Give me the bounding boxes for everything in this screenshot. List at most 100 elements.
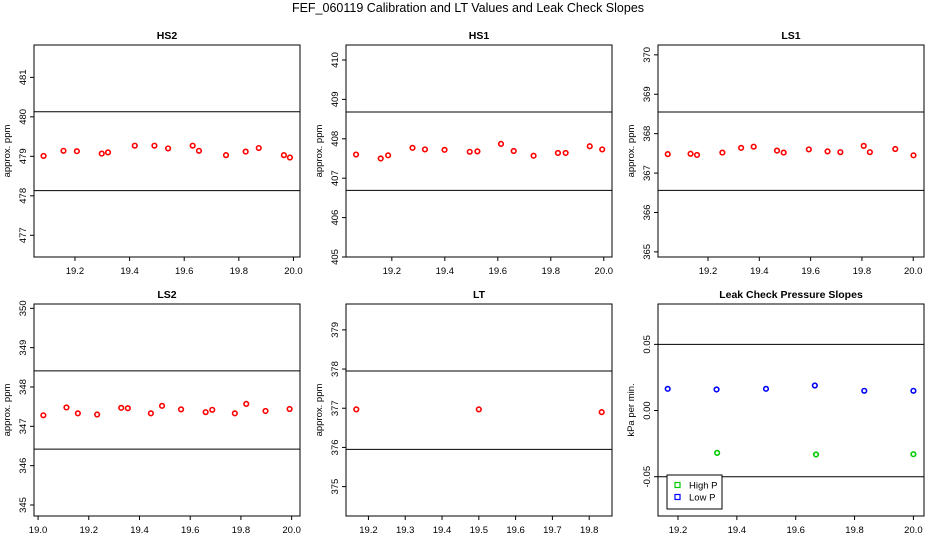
- x-tick-label: 19.2: [699, 266, 718, 277]
- data-point: [40, 152, 47, 160]
- panel-hs2: HS2 approx. ppm 19.2 19.4 19.6 19.8 20.0 477 478…: [2, 30, 303, 277]
- x-tick-label: 19.4: [728, 525, 747, 536]
- data-point: [554, 149, 562, 157]
- x-tick-label: 19.8: [232, 525, 251, 536]
- y-tick-label: 410: [330, 52, 341, 68]
- x-tick-label: 20.0: [282, 525, 301, 536]
- plot-frame: [345, 44, 613, 258]
- data-point: [231, 410, 238, 417]
- data-point: [255, 144, 262, 152]
- y-axis-label: approx. ppm: [2, 125, 13, 178]
- x-tick-label: 20.0: [904, 266, 923, 277]
- x-tick-label: 19.8: [853, 266, 872, 277]
- legend-label: High P: [689, 481, 718, 492]
- y-tick-label: 377: [330, 400, 341, 416]
- data-point: [164, 145, 172, 152]
- y-tick-label: 481: [18, 69, 29, 85]
- y-tick-label: 479: [18, 148, 29, 164]
- y-tick-label: 367: [642, 165, 653, 181]
- y-tick-label: 365: [642, 244, 653, 260]
- y-tick-label: 349: [18, 340, 29, 356]
- panel-hs1: HS1 approx. ppm 19.2 19.4 19.6 19.8 20.0 405 406…: [314, 30, 613, 277]
- y-tick-label: 369: [642, 86, 653, 102]
- y-tick-label: 0.00: [642, 401, 653, 420]
- data-point: [664, 385, 671, 392]
- data-point: [812, 451, 820, 458]
- data-point: [530, 152, 537, 159]
- y-axis-label: approx. ppm: [314, 384, 325, 437]
- data-point: [177, 406, 185, 413]
- plot-frame: [33, 44, 301, 258]
- y-axis-label: approx. ppm: [626, 125, 637, 178]
- x-tick-label: 20.0: [284, 266, 303, 277]
- x-tick-label: 19.5: [470, 525, 489, 536]
- y-axis-label: approx. ppm: [2, 384, 13, 437]
- data-point: [158, 402, 166, 409]
- data-point: [195, 147, 203, 154]
- y-tick-label: 378: [330, 361, 341, 377]
- data-point: [286, 154, 293, 161]
- data-point: [824, 148, 831, 155]
- data-point: [837, 149, 844, 156]
- data-point: [861, 387, 868, 394]
- data-point: [151, 142, 158, 149]
- x-tick-label: 19.8: [230, 266, 249, 277]
- x-tick-label: 19.2: [80, 525, 99, 536]
- y-tick-label: 375: [330, 479, 341, 495]
- y-tick-label: 405: [330, 249, 341, 265]
- x-tick-label: 19.4: [436, 266, 455, 277]
- y-tick-label: 480: [18, 109, 29, 125]
- panel-ls2: LS2 approx. ppm 19.0 19.2 19.4 19.6 19.8 20.0 34…: [2, 289, 301, 536]
- y-tick-label: 477: [18, 227, 29, 243]
- data-point: [738, 144, 745, 151]
- y-tick-label: 345: [18, 497, 29, 513]
- panel-title: Leak Check Pressure Slopes: [719, 289, 863, 301]
- data-point: [286, 405, 293, 413]
- data-point: [475, 406, 482, 413]
- y-tick-label: -0.05: [642, 466, 653, 488]
- panel-title: HS1: [469, 30, 490, 42]
- y-tick-label: 379: [330, 322, 341, 338]
- data-point: [353, 406, 360, 413]
- x-tick-label: 19.2: [383, 266, 402, 277]
- x-tick-label: 19.2: [66, 266, 85, 277]
- x-tick-label: 19.3: [396, 525, 415, 536]
- data-point: [209, 406, 216, 413]
- y-tick-label: 370: [642, 47, 653, 63]
- y-tick-label: 478: [18, 188, 29, 204]
- panel-leak-check-pressure-slopes: Leak Check Pressure Slopes kPa per min. 19…: [626, 289, 925, 536]
- legend-marker: [674, 481, 681, 489]
- y-tick-label: 348: [18, 379, 29, 395]
- data-point: [40, 412, 47, 419]
- data-point: [118, 404, 125, 411]
- data-point: [497, 140, 505, 148]
- data-point: [74, 410, 81, 417]
- y-tick-label: 409: [330, 91, 341, 107]
- data-point: [385, 152, 392, 159]
- data-point: [693, 151, 701, 159]
- x-tick-label: 19.4: [433, 525, 452, 536]
- figure-title: FEF_060119 Calibration and LT Values and…: [291, 1, 645, 15]
- x-tick-label: 19.6: [786, 525, 805, 536]
- data-point: [910, 152, 917, 159]
- x-tick-label: 19.2: [669, 525, 688, 536]
- x-tick-label: 19.4: [120, 266, 139, 277]
- data-point: [73, 148, 80, 155]
- data-point: [474, 148, 481, 155]
- x-tick-label: 19.4: [130, 525, 149, 536]
- y-tick-label: 347: [18, 418, 29, 434]
- data-point: [242, 148, 249, 155]
- data-point: [441, 146, 448, 153]
- x-tick-label: 19.7: [543, 525, 562, 536]
- x-tick-label: 19.8: [542, 266, 561, 277]
- data-point: [762, 385, 770, 392]
- data-point: [94, 411, 101, 418]
- x-tick-label: 20.0: [595, 266, 614, 277]
- data-point: [131, 142, 138, 149]
- data-point: [910, 451, 917, 458]
- data-point: [124, 405, 131, 412]
- panel-title: HS2: [157, 30, 178, 42]
- data-point: [599, 146, 606, 153]
- data-point: [98, 150, 105, 157]
